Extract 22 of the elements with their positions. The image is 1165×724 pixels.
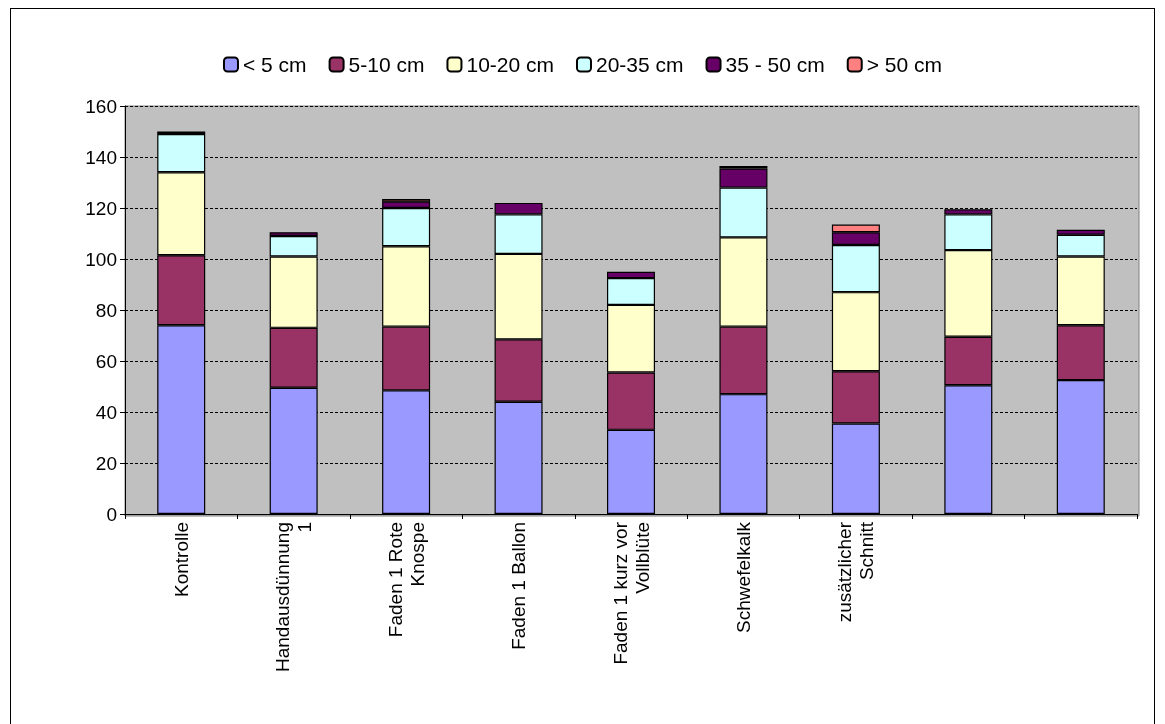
- y-tick-label: 140: [85, 146, 117, 168]
- legend-label: 35 - 50 cm: [725, 53, 825, 76]
- legend-label: < 5 cm: [242, 53, 307, 76]
- x-tick-label: Schwefelkalk: [732, 521, 754, 633]
- x-tick-label: zusätzlicher Schnitt: [834, 521, 878, 623]
- y-tick-label: 60: [95, 350, 117, 372]
- y-tick-label: 160: [85, 95, 117, 117]
- x-tick-label: Faden 1 kurz vor Vollblüte: [609, 521, 653, 665]
- y-tick-label: 80: [95, 299, 117, 321]
- legend-label: 10-20 cm: [466, 53, 554, 76]
- y-tick-label: 20: [95, 452, 117, 474]
- y-tick-label: 100: [85, 248, 117, 270]
- x-tick-label: Faden 1 Rote Knospe: [384, 522, 428, 638]
- legend-label: 20-35 cm: [595, 53, 684, 76]
- legend-label: > 50 cm: [866, 53, 943, 76]
- x-tick-label: Handausdünnung 1: [272, 522, 316, 673]
- y-tick-label: 0: [106, 503, 117, 525]
- x-tick-label: Kontrolle: [170, 522, 192, 597]
- y-tick-label: 40: [95, 401, 117, 423]
- legend-label: 5-10 cm: [348, 53, 425, 76]
- x-tick-label: Faden 1 Ballon: [508, 522, 530, 650]
- y-tick-label: 120: [85, 197, 117, 219]
